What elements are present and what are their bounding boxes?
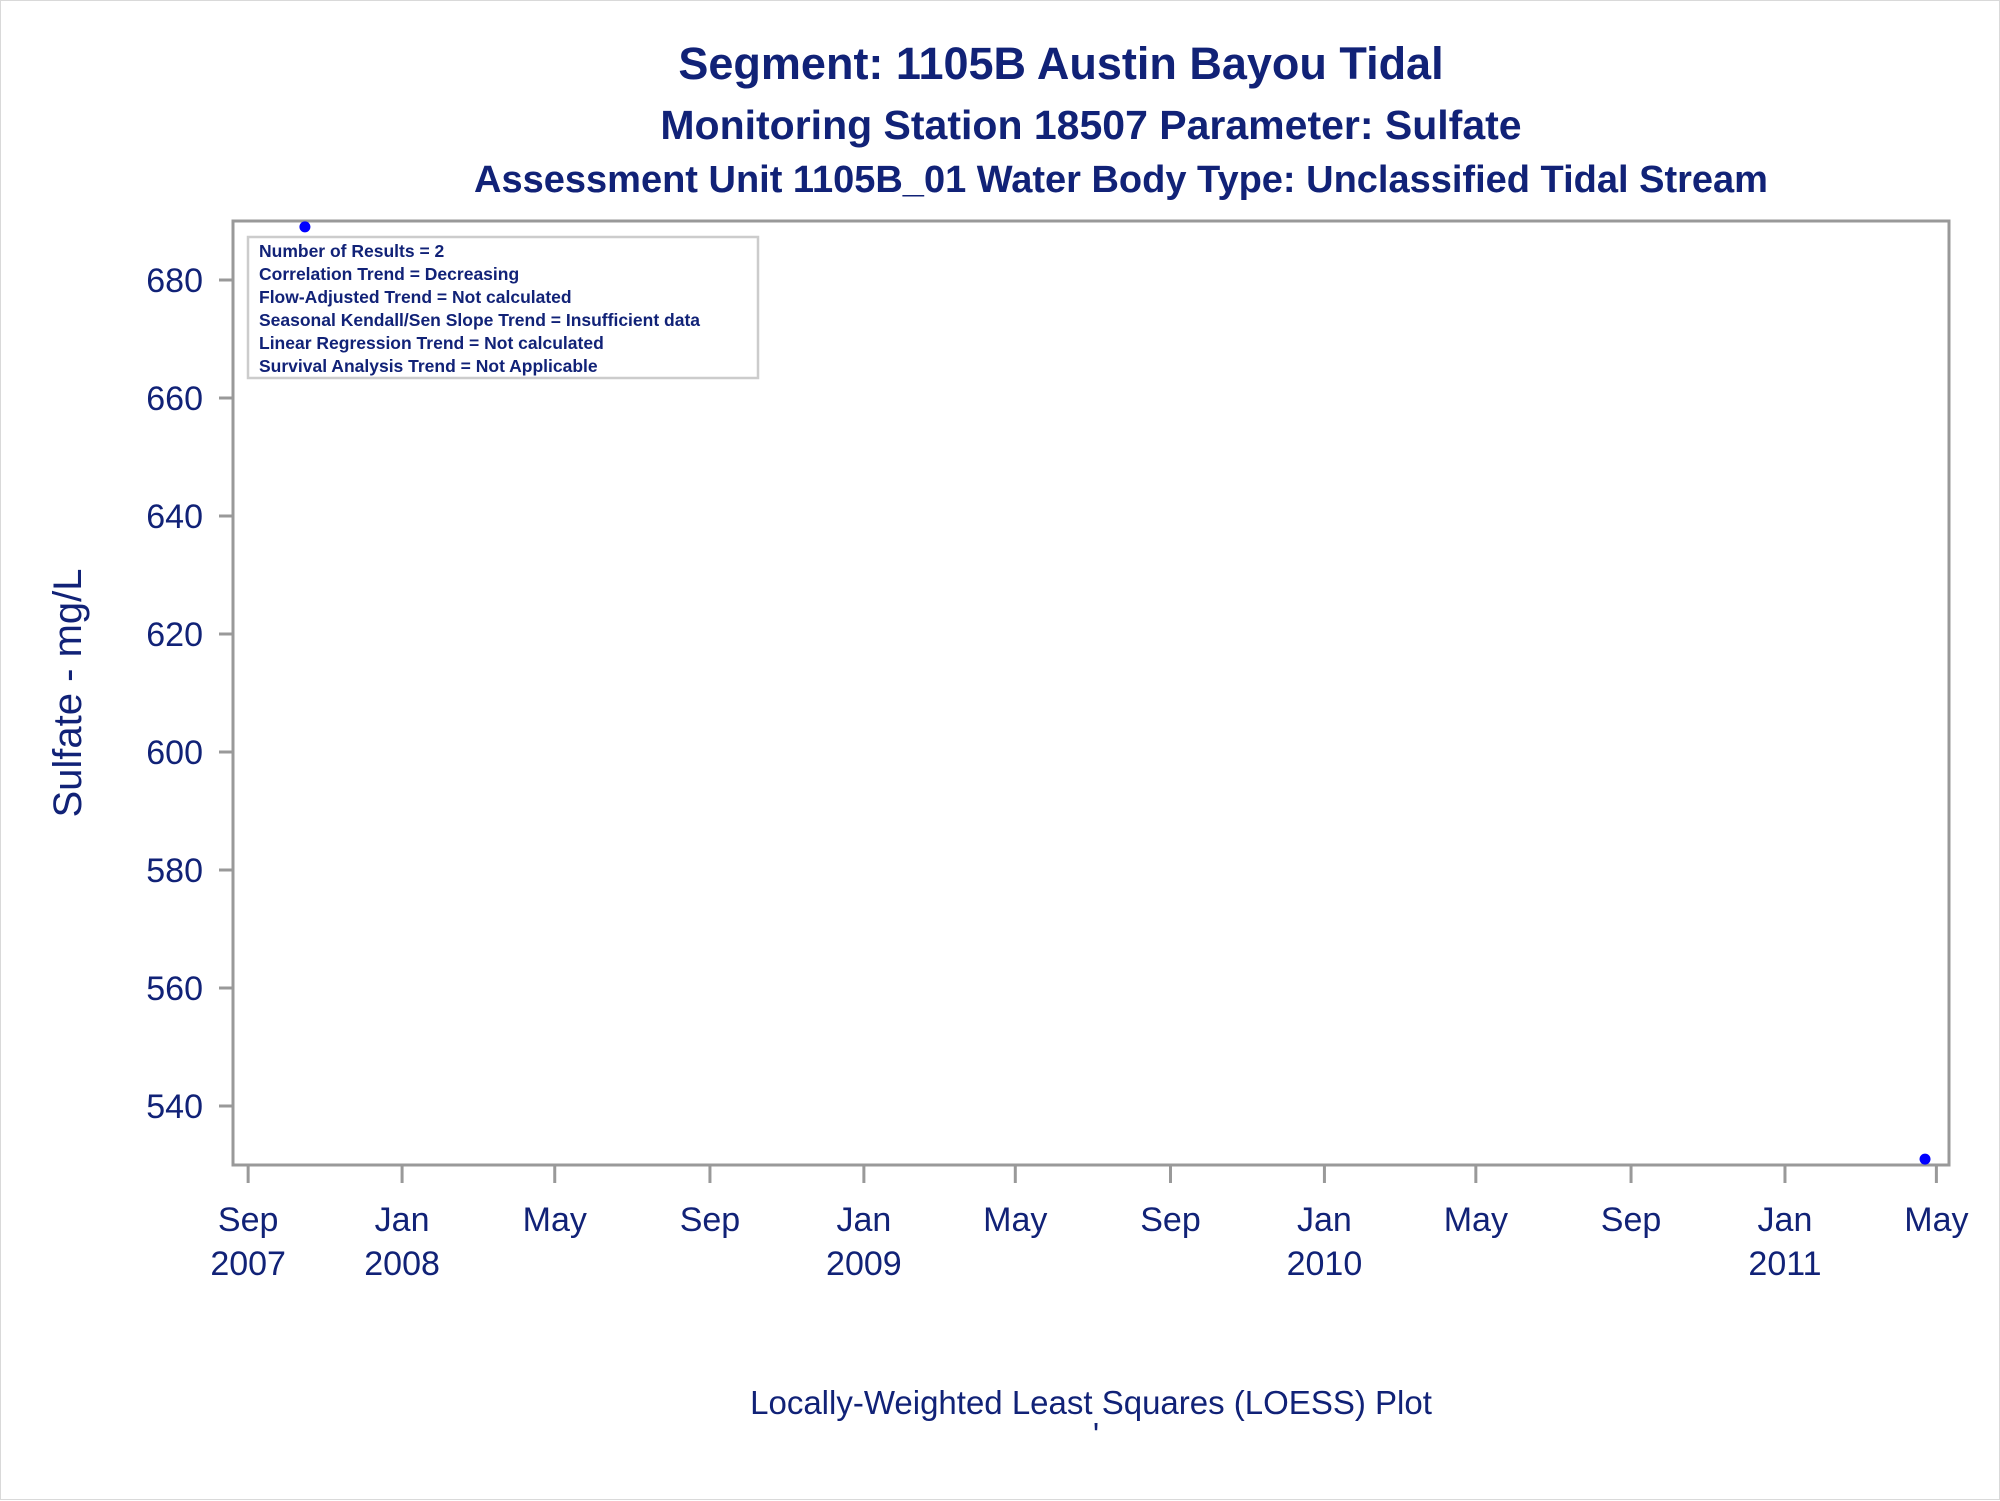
x-tick-label: May [1904,1201,1968,1239]
footnote: Locally-Weighted Least Squares (LOESS) P… [750,1384,1432,1421]
x-tick-label: Jan [375,1201,430,1239]
stats-line-survival: Survival Analysis Trend = Not Applicable [259,356,598,376]
x-tick-year-label: 2009 [826,1245,902,1283]
chart-subtitle-2: Assessment Unit 1105B_01 Water Body Type… [474,159,1768,201]
x-tick-label: Sep [1601,1201,1662,1239]
x-tick-label: Sep [680,1201,741,1239]
x-axis: Sep 2007 Jan 2008 May Sep Jan 2009 May Sep Jan 2010… [210,1163,1968,1283]
x-tick-label: Jan [1297,1201,1352,1239]
y-axis: 540 560 580 600 620 640 660 680 [146,262,233,1126]
stats-box: Number of Results = 2 Correlation Trend … [246,235,760,380]
x-tick-year-label: 2008 [364,1245,440,1283]
x-tick-label: Sep [218,1201,279,1239]
x-tick-year-label: 2011 [1748,1245,1821,1283]
stats-line-correlation: Correlation Trend = Decreasing [259,264,519,284]
x-tick-year-label: 2010 [1287,1245,1363,1283]
data-point [299,221,311,233]
x-tick-label: May [1444,1201,1508,1239]
y-tick-label: 580 [146,852,203,890]
x-tick-label: May [523,1201,587,1239]
stats-line-flow-adjusted: Flow-Adjusted Trend = Not calculated [259,287,572,307]
stats-line-seasonal-kendall: Seasonal Kendall/Sen Slope Trend = Insuf… [259,310,700,330]
y-tick-label: 620 [146,616,203,654]
x-tick-label: Sep [1140,1201,1201,1239]
x-tick-label: Jan [836,1201,891,1239]
footnote-mark: ' [1093,1416,1099,1453]
x-tick-year-label: 2007 [210,1245,286,1283]
y-tick-label: 560 [146,970,203,1008]
data-point [1919,1153,1931,1165]
y-tick-label: 540 [146,1088,203,1126]
x-tick-label: May [983,1201,1047,1239]
x-tick-label: Jan [1758,1201,1813,1239]
chart-title: Segment: 1105B Austin Bayou Tidal [678,38,1443,89]
stats-box-border [246,235,760,380]
stats-line-results: Number of Results = 2 [259,241,445,261]
data-points [299,221,1931,1165]
chart-subtitle: Monitoring Station 18507 Parameter: Sulf… [660,102,1521,148]
y-tick-label: 640 [146,498,203,536]
y-axis-label: Sulfate - mg/L [46,568,90,817]
stats-line-linear-regression: Linear Regression Trend = Not calculated [259,333,604,353]
y-tick-label: 600 [146,734,203,772]
y-tick-label: 680 [146,262,203,300]
y-tick-label: 660 [146,380,203,418]
